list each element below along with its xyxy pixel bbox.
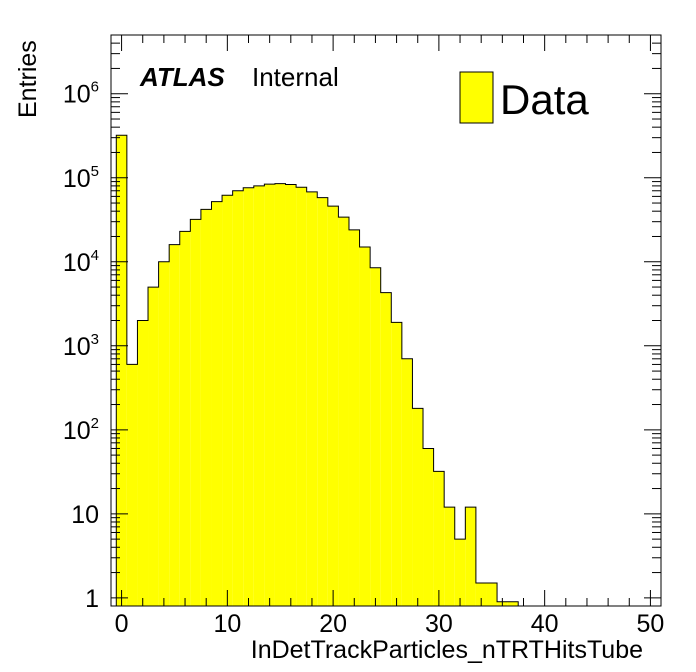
y-tick-label: 10	[71, 501, 99, 529]
histogram-bin	[507, 601, 519, 606]
y-tick-label: 103	[63, 331, 99, 361]
histogram-bin	[327, 206, 339, 607]
histogram-bin	[116, 135, 127, 606]
histogram-bin	[243, 187, 254, 606]
atlas-label: ATLAS Internal	[139, 62, 339, 92]
axis-ticks	[111, 34, 661, 606]
histogram-bin	[285, 184, 297, 606]
histogram-bin	[148, 287, 159, 606]
histogram-bin	[433, 471, 445, 606]
histogram-bin	[486, 583, 498, 606]
y-tick-label: 102	[63, 415, 99, 445]
histogram-bin	[211, 201, 223, 606]
x-axis-label: InDetTrackParticles_nTRTHitsTube	[251, 636, 643, 664]
legend: Data	[459, 71, 589, 124]
atlas-label-internal: Internal	[252, 62, 339, 92]
histogram-bin	[348, 229, 360, 607]
histogram-bin	[158, 261, 170, 606]
histogram-bin	[190, 219, 201, 606]
histogram-bin	[370, 267, 381, 606]
histogram-bin	[306, 191, 318, 606]
legend-label: Data	[500, 76, 589, 123]
atlas-label-bold: ATLAS	[139, 62, 225, 92]
histogram-bin	[359, 246, 371, 606]
histogram-bin	[401, 358, 413, 606]
histogram-bin	[465, 507, 476, 606]
x-tick-label: 50	[637, 610, 665, 638]
histogram-bin	[296, 187, 307, 606]
y-tick-label: 105	[63, 163, 99, 193]
y-tick-label: 106	[63, 79, 99, 109]
histogram-bin	[253, 185, 265, 606]
x-tick-label: 30	[425, 610, 453, 638]
x-tick-labels: 0 10 20 30 40 50	[115, 610, 665, 638]
histogram-bin	[412, 408, 424, 606]
histogram-bin	[274, 183, 286, 606]
y-axis-label: Entries	[14, 40, 42, 118]
y-tick-label: 1	[85, 585, 99, 613]
histogram-bin	[222, 195, 233, 607]
histogram-bin	[232, 190, 244, 607]
histogram-bin	[338, 217, 349, 606]
legend-swatch	[459, 71, 494, 124]
x-tick-label: 0	[115, 610, 129, 638]
histogram-bin	[200, 209, 212, 606]
histogram-bin	[475, 583, 487, 606]
histogram-bin	[264, 184, 275, 606]
histogram-bin	[126, 364, 138, 606]
histogram-bin	[444, 507, 455, 606]
x-tick-label: 20	[319, 610, 347, 638]
y-tick-label: 104	[63, 247, 99, 277]
histogram-bin	[391, 322, 402, 606]
histogram-bin	[137, 320, 149, 606]
histogram-bin	[454, 539, 466, 606]
x-tick-label: 10	[213, 610, 241, 638]
histogram-bin	[179, 231, 191, 606]
histogram-bars	[115, 134, 519, 607]
histogram-outline	[115, 134, 519, 606]
y-tick-labels: 1 10 102 103 104 105 106	[63, 79, 99, 613]
histogram-bin	[423, 448, 434, 606]
x-tick-label: 40	[531, 610, 559, 638]
histogram-bin	[380, 292, 392, 606]
histogram-bin	[169, 244, 180, 606]
histogram-bin	[317, 197, 328, 606]
